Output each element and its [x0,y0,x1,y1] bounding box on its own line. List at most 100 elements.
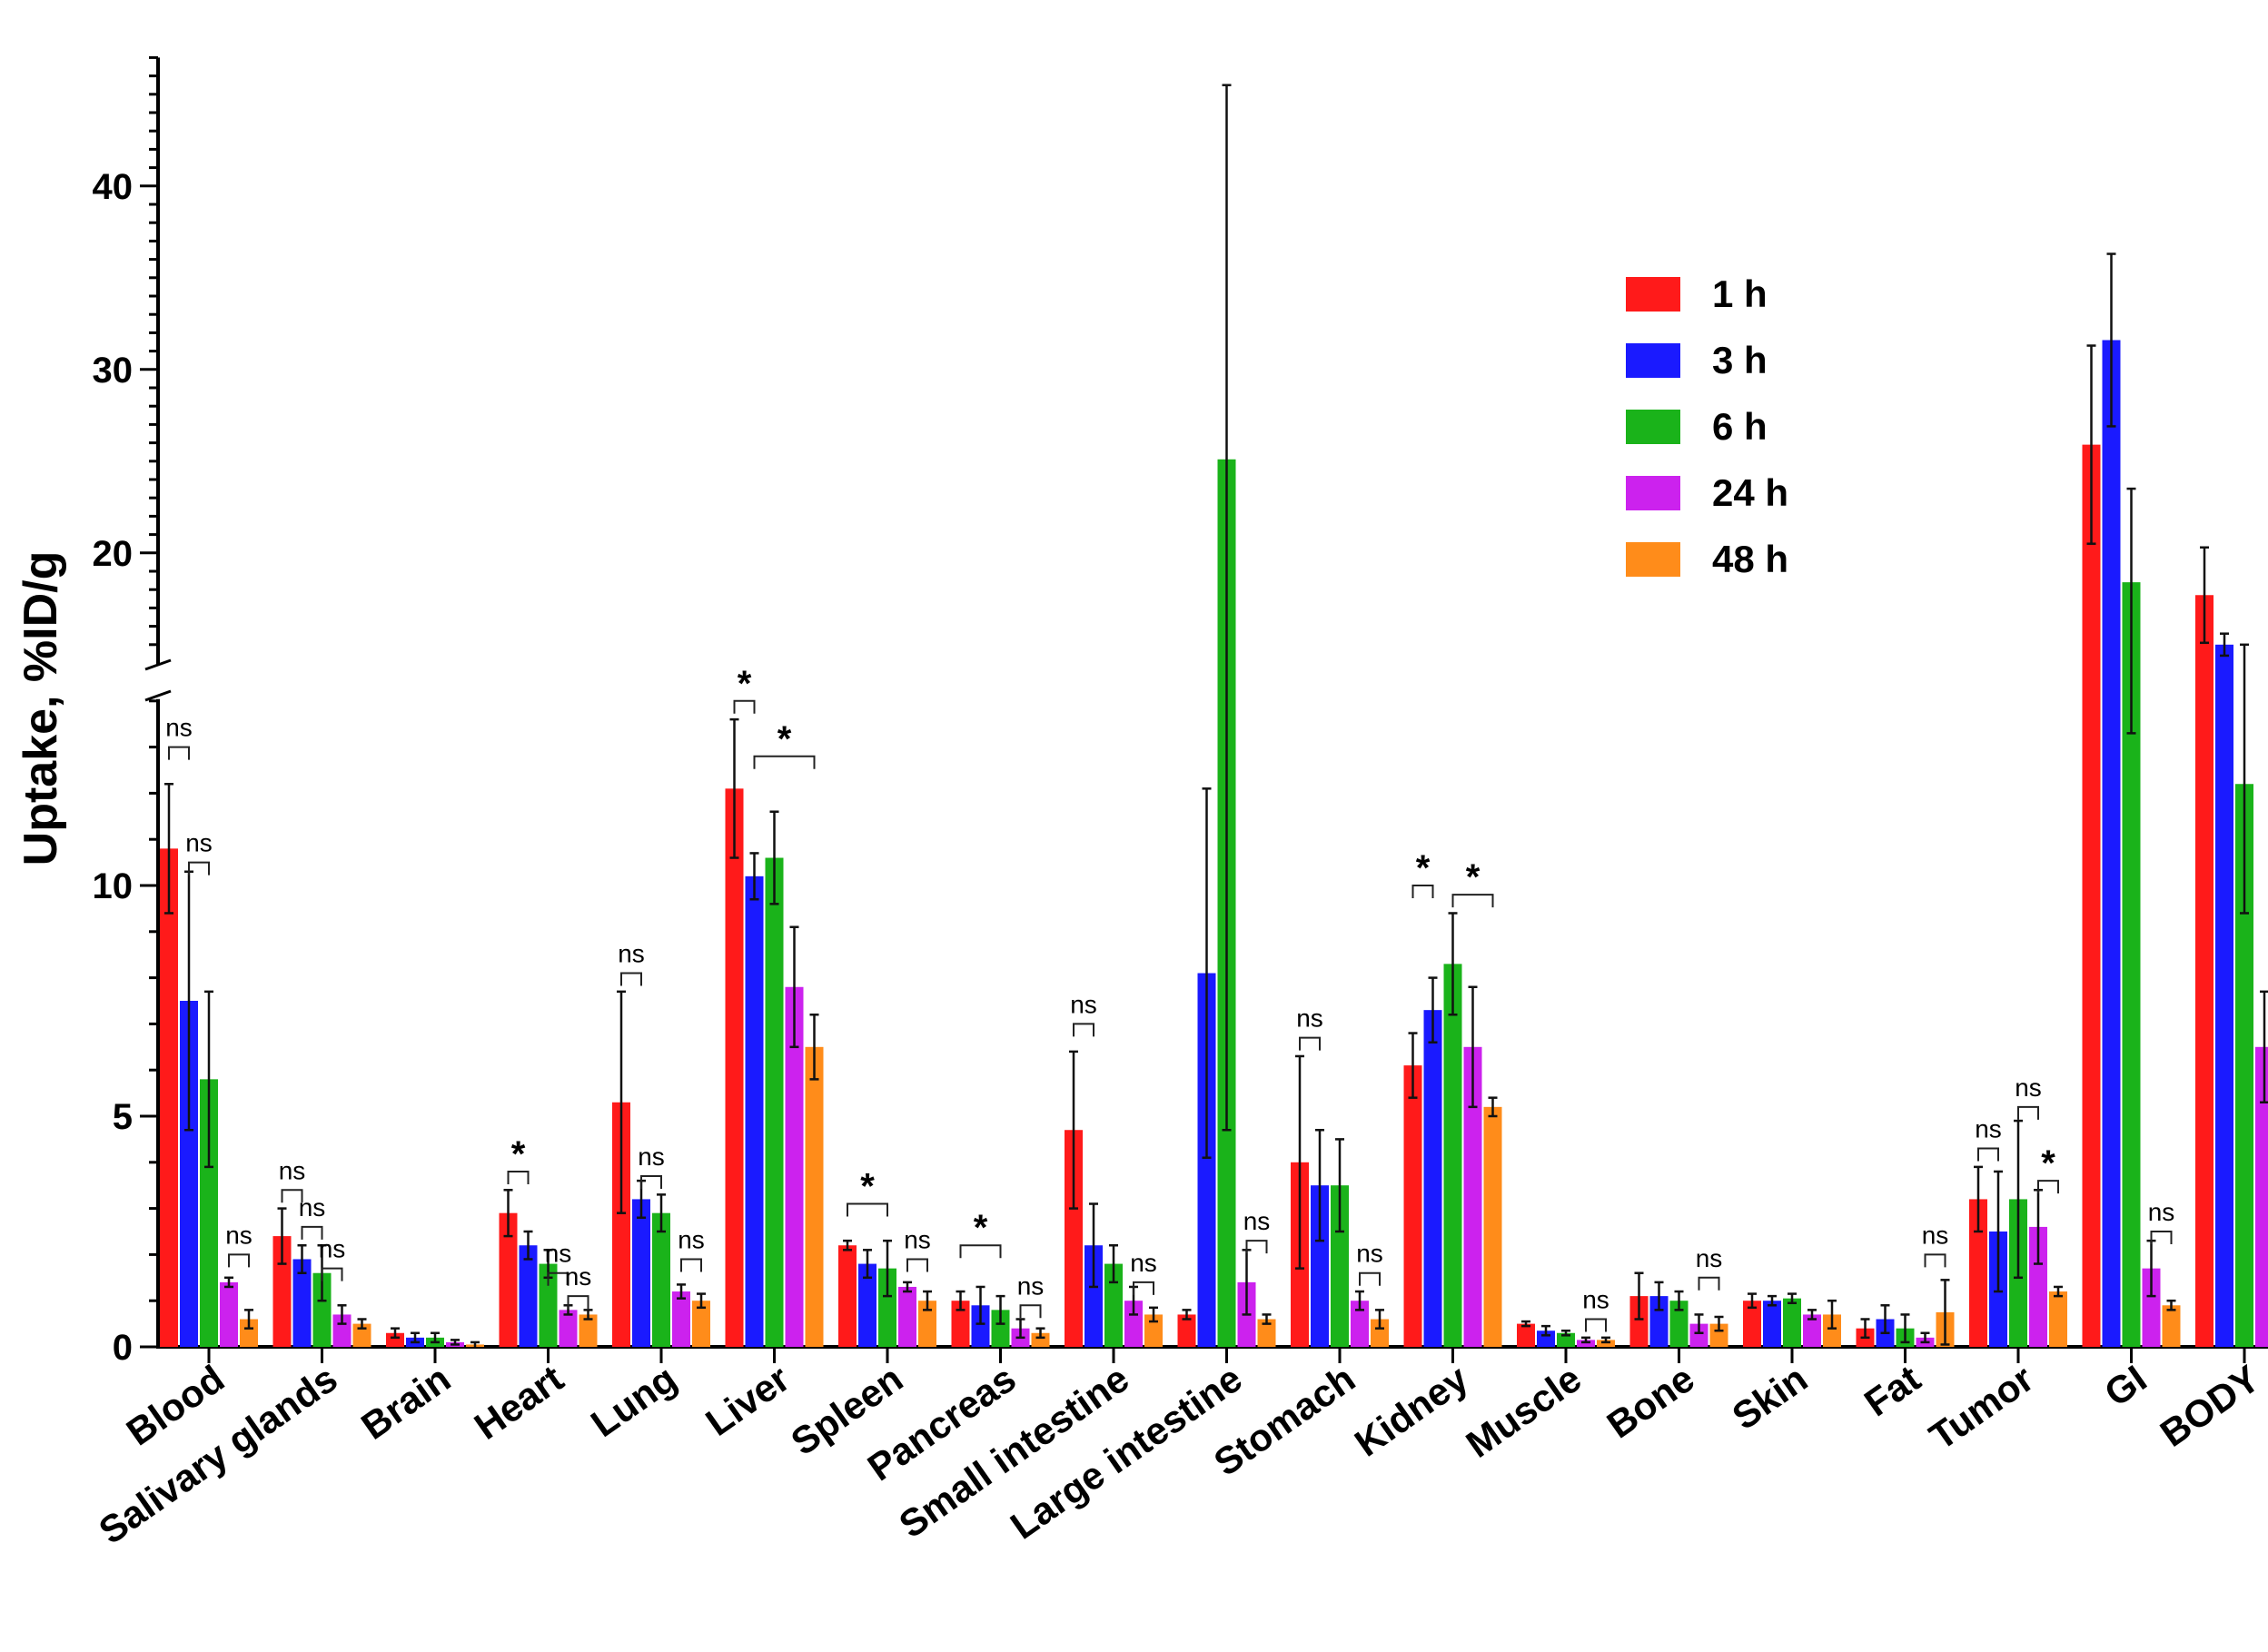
bar-body-6-h [2235,784,2253,1347]
significance-blood: ns [225,1221,253,1268]
y-tick-label: 20 [93,534,134,574]
significance-bracket [1245,1240,1268,1254]
significance-salivary-glands: ns [299,1193,326,1240]
significance-label: * [1416,848,1431,888]
significance-gi: ns [2148,1198,2174,1244]
significance-bracket [733,699,756,714]
category-label-bone: Bone [1599,1357,1702,1447]
legend-swatch [1626,410,1680,444]
significance-bracket [301,1225,323,1240]
significance-small-intestine: ns [1070,990,1097,1037]
significance-pancreas: ns [1017,1271,1044,1319]
significance-bracket [1585,1318,1607,1332]
legend-item-1-h: 1 h [1626,272,1768,315]
bar-spleen-1-h [838,1245,857,1347]
significance-label: * [738,664,752,704]
y-tick-label: 30 [93,351,134,391]
category-label-body: BODY [2153,1357,2267,1455]
significance-bracket [507,1170,530,1184]
bar-large-intestine-1-h [1177,1314,1196,1347]
bar-muscle-24-h [1577,1340,1595,1347]
significance-label: ns [545,1240,572,1268]
bar-tumor-1-h [1969,1199,1987,1347]
significance-kidney: * [1411,848,1434,898]
significance-label: * [777,719,792,759]
bar-bone-1-h [1629,1296,1649,1347]
bar-large-intestine-3-h [1197,973,1216,1347]
y-tick-label: 5 [113,1097,133,1137]
significance-label: ns [678,1225,705,1253]
y-tick-label: 40 [93,167,134,207]
bar-liver-48-h [805,1046,824,1347]
significance-bracket [640,1175,662,1190]
legend-item-3-h: 3 h [1626,339,1768,381]
significance-bracket [1299,1036,1321,1051]
bar-kidney-3-h [1423,1010,1442,1347]
bar-skin-6-h [1783,1298,1801,1347]
bar-stomach-6-h [1331,1185,1349,1347]
bar-spleen-6-h [878,1268,896,1347]
significance-bracket [959,1244,1002,1259]
significance-label: ns [299,1193,326,1222]
significance-heart: * [507,1134,530,1184]
bar-liver-1-h [725,788,744,1347]
significance-label: ns [618,940,645,968]
category-label-liver: Liver [698,1357,797,1444]
significance-salivary-glands: ns [279,1156,306,1203]
significance-heart: ns [565,1262,591,1310]
legend-label: 6 h [1712,405,1768,448]
bar-lung-48-h [692,1301,710,1347]
legend: 1 h 3 h 6 h 24 h 48 h [1626,272,1788,580]
bar-lung-3-h [632,1199,650,1347]
bar-salivary-glands-6-h [312,1272,332,1347]
bar-gi-3-h [2102,340,2121,1348]
category-label-lung: Lung [583,1357,684,1445]
significance-label: ns [279,1156,306,1184]
legend-swatch [1626,343,1680,378]
legend-label: 1 h [1712,272,1768,315]
significance-bracket [281,1189,303,1203]
significance-bracket [1133,1281,1154,1295]
category-label-muscle: Muscle [1459,1357,1590,1466]
significance-bracket [1411,885,1434,898]
significance-bracket [2017,1105,2039,1120]
significance-bracket [2150,1231,2173,1244]
bar-large-intestine-48-h [1257,1319,1276,1347]
error-bars [164,84,2268,1347]
bar-gi-1-h [2082,444,2101,1347]
bar-muscle-48-h [1597,1340,1615,1347]
bar-gi-24-h [2142,1268,2161,1347]
bar-small-intestine-24-h [1124,1301,1143,1347]
bar-body-24-h [2255,1046,2268,1347]
bar-pancreas-1-h [951,1301,970,1347]
bar-spleen-3-h [858,1263,876,1347]
significance-label: ns [185,829,213,857]
significance-label: ns [1975,1115,2002,1143]
significance-bracket [1698,1276,1720,1291]
bar-blood-1-h [160,848,178,1347]
significance-label: * [2041,1143,2055,1183]
bar-small-intestine-1-h [1065,1130,1083,1347]
significance-bone: ns [1696,1244,1722,1291]
bar-lung-1-h [612,1102,630,1347]
bar-bone-6-h [1669,1301,1689,1347]
bar-brain-1-h [386,1332,404,1347]
bar-gi-6-h [2122,582,2141,1347]
bar-pancreas-3-h [971,1305,990,1347]
significance-bracket [547,1271,569,1286]
y-tick-label: 0 [113,1328,133,1368]
significance-bracket [188,861,210,875]
bar-kidney-48-h [1483,1106,1502,1347]
significance-label: ns [1922,1221,1949,1249]
significance-label: ns [319,1235,346,1263]
significance-tumor: ns [1975,1115,2002,1162]
significance-blood: ns [185,829,213,875]
bars [160,340,2268,1348]
axis-break-mark [144,658,172,671]
axis-break-mark [144,689,172,702]
significance-label: ns [1243,1207,1271,1235]
significance-spleen: * [847,1167,888,1217]
bar-tumor-24-h [2029,1226,2047,1347]
